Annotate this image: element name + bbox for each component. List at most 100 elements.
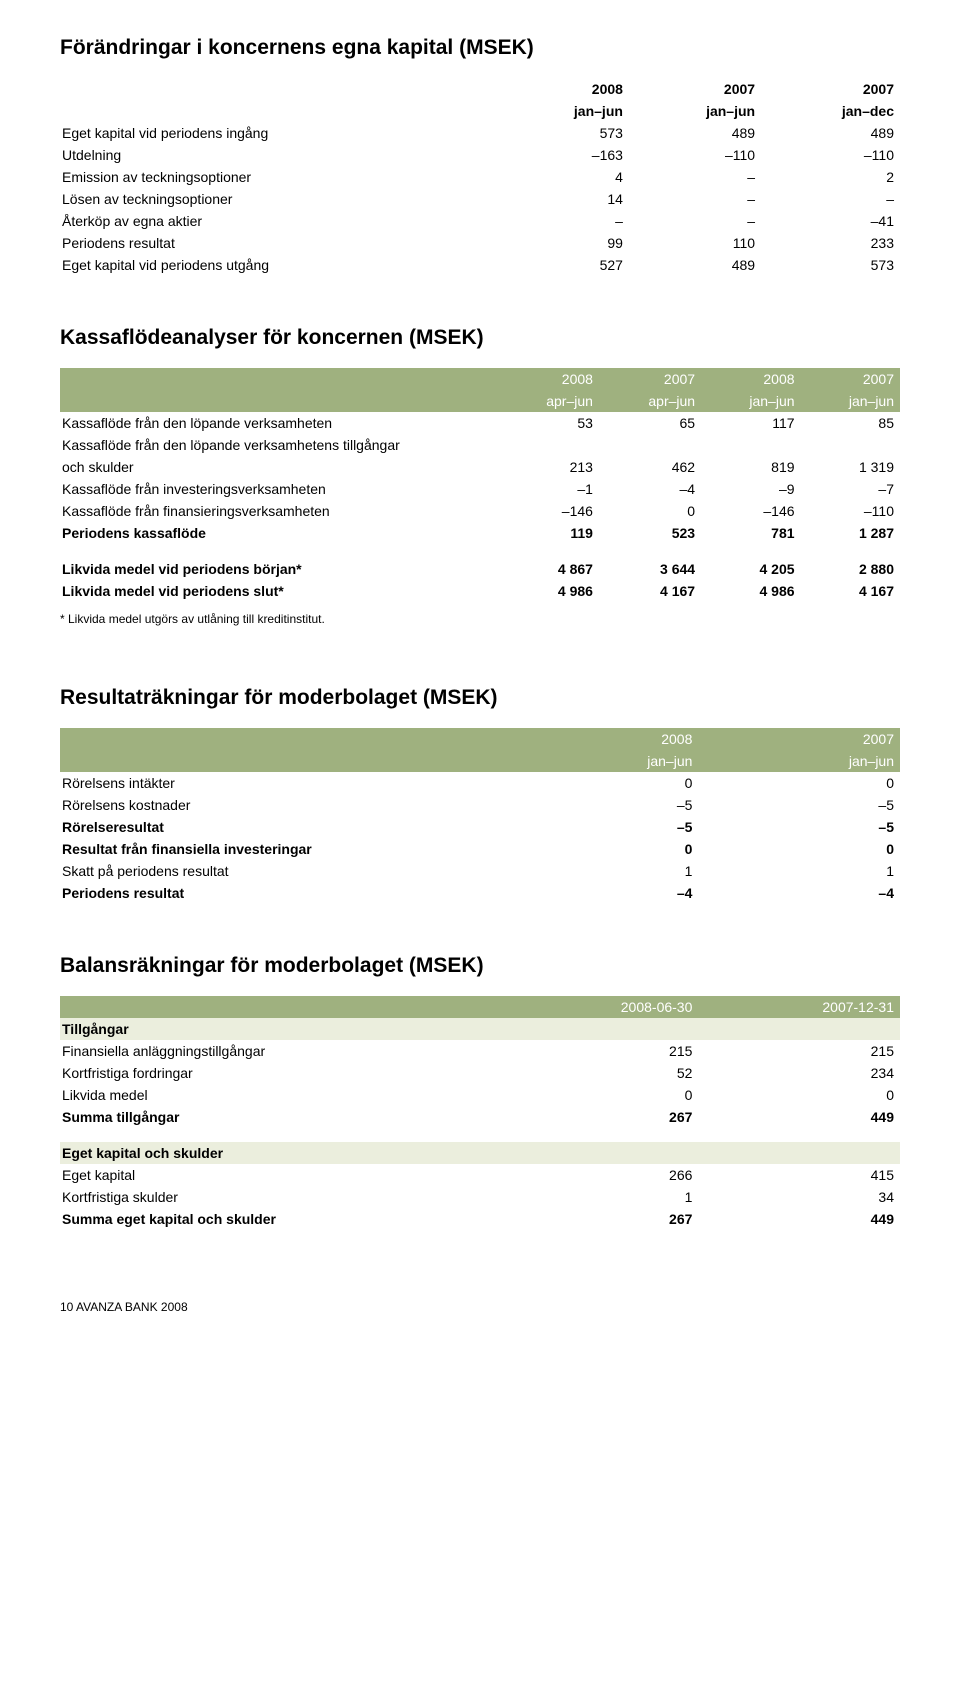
th: jan–jun (801, 390, 900, 412)
cell: 119 (497, 522, 599, 544)
cell: Likvida medel vid periodens början* (60, 558, 497, 580)
th: 2008 (497, 78, 629, 100)
cell: –5 (497, 794, 699, 816)
cell: 527 (497, 254, 629, 276)
cell: Summa eget kapital och skulder (60, 1208, 497, 1230)
table-row: Rörelsens intäkter00 (60, 772, 900, 794)
cell: 449 (698, 1106, 900, 1128)
cell: 117 (701, 412, 800, 434)
cell: 85 (801, 412, 900, 434)
cell: –5 (497, 816, 699, 838)
cell: 0 (497, 1084, 699, 1106)
cell: –5 (698, 816, 900, 838)
cell: Periodens resultat (60, 882, 497, 904)
table-row: Periodens resultat–4–4 (60, 882, 900, 904)
cell: 110 (629, 232, 761, 254)
cell: –146 (497, 500, 599, 522)
cell: 1 (698, 860, 900, 882)
cell: Finansiella anläggningstillgångar (60, 1040, 497, 1062)
cell: 1 287 (801, 522, 900, 544)
cell: Kortfristiga skulder (60, 1186, 497, 1208)
th (60, 368, 497, 390)
cell: –1 (497, 478, 599, 500)
t2-footnote: * Likvida medel utgörs av utlåning till … (60, 612, 900, 626)
cell: –9 (701, 478, 800, 500)
cell: 34 (698, 1186, 900, 1208)
table-row: Periodens resultat99110233 (60, 232, 900, 254)
t4-title: Balansräkningar för moderbolaget (MSEK) (60, 954, 900, 978)
th: jan–jun (698, 750, 900, 772)
cell: Eget kapital (60, 1164, 497, 1186)
cell: 4 167 (801, 580, 900, 602)
cell: Summa tillgångar (60, 1106, 497, 1128)
cell: 4 986 (497, 580, 599, 602)
cell: Rörelsens kostnader (60, 794, 497, 816)
cell: –163 (497, 144, 629, 166)
th (60, 390, 497, 412)
cell: Likvida medel (60, 1084, 497, 1106)
cell: 489 (629, 122, 761, 144)
t1-title: Förändringar i koncernens egna kapital (… (60, 36, 900, 60)
cell: 3 644 (599, 558, 701, 580)
cell: – (629, 210, 761, 232)
table-row: Rörelsens kostnader–5–5 (60, 794, 900, 816)
table-row: Eget kapital vid periodens utgång5274895… (60, 254, 900, 276)
t2: 2008 2007 2008 2007 apr–jun apr–jun jan–… (60, 368, 900, 602)
th: jan–jun (629, 100, 761, 122)
cell: 0 (599, 500, 701, 522)
cell: 0 (698, 838, 900, 860)
cell: –110 (801, 500, 900, 522)
cell: Likvida medel vid periodens slut* (60, 580, 497, 602)
th: 2008 (497, 728, 699, 750)
cell: –110 (629, 144, 761, 166)
cell: 4 167 (599, 580, 701, 602)
spacer (60, 1128, 900, 1142)
table-row: Summa tillgångar267449 (60, 1106, 900, 1128)
table-row: Kassaflöde från finansieringsverksamhete… (60, 500, 900, 522)
cell: 1 (497, 860, 699, 882)
th: 2007 (599, 368, 701, 390)
th: 2008 (701, 368, 800, 390)
table-row: Likvida medel vid periodens början*4 867… (60, 558, 900, 580)
cell: 573 (761, 254, 900, 276)
cell: Rörelsens intäkter (60, 772, 497, 794)
cell: Periodens resultat (60, 232, 497, 254)
cell: Resultat från finansiella investeringar (60, 838, 497, 860)
cell: –7 (801, 478, 900, 500)
table-row: Eget kapital vid periodens ingång5734894… (60, 122, 900, 144)
th: 2007-12-31 (698, 996, 900, 1018)
table-row: Kassaflöde från den löpande verksamheten… (60, 412, 900, 434)
cell: Kassaflöde från den löpande verksamheten… (60, 434, 900, 456)
cell: 0 (497, 838, 699, 860)
cell: Kortfristiga fordringar (60, 1062, 497, 1084)
cell (698, 1018, 900, 1040)
cell: 14 (497, 188, 629, 210)
th: apr–jun (599, 390, 701, 412)
cell: –5 (698, 794, 900, 816)
cell (497, 1142, 699, 1164)
cell: Utdelning (60, 144, 497, 166)
cell: 4 867 (497, 558, 599, 580)
table-row: Återköp av egna aktier–––41 (60, 210, 900, 232)
th: 2007 (801, 368, 900, 390)
cell: Emission av teckningsoptioner (60, 166, 497, 188)
cell: 233 (761, 232, 900, 254)
th: jan–dec (761, 100, 900, 122)
th: jan–jun (497, 100, 629, 122)
table-row: Rörelseresultat–5–5 (60, 816, 900, 838)
table-row: Likvida medel00 (60, 1084, 900, 1106)
cell: –41 (761, 210, 900, 232)
table-row: och skulder2134628191 319 (60, 456, 900, 478)
cell: 573 (497, 122, 629, 144)
table-row: Summa eget kapital och skulder267449 (60, 1208, 900, 1230)
cell: 266 (497, 1164, 699, 1186)
cell: 781 (701, 522, 800, 544)
t2-title: Kassaflödeanalyser för koncernen (MSEK) (60, 326, 900, 350)
cell: 819 (701, 456, 800, 478)
cell: 489 (629, 254, 761, 276)
th (60, 100, 497, 122)
t1: 2008 2007 2007 jan–jun jan–jun jan–dec E… (60, 78, 900, 276)
t3: 2008 2007 jan–jun jan–jun Rörelsens intä… (60, 728, 900, 904)
cell: 415 (698, 1164, 900, 1186)
table-row: Resultat från finansiella investeringar0… (60, 838, 900, 860)
